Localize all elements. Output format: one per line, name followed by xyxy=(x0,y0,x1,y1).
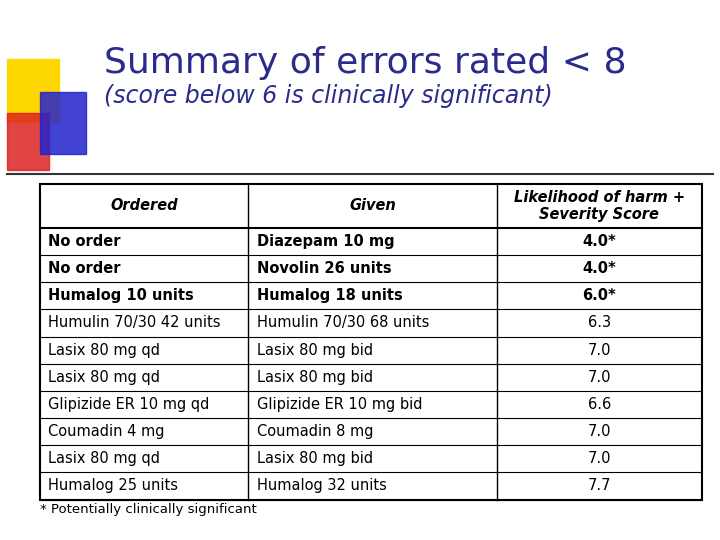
Text: Glipizide ER 10 mg qd: Glipizide ER 10 mg qd xyxy=(48,397,210,412)
Text: Coumadin 4 mg: Coumadin 4 mg xyxy=(48,424,165,439)
Text: 6.0*: 6.0* xyxy=(582,288,616,303)
Text: Humalog 32 units: Humalog 32 units xyxy=(257,478,387,494)
Text: 7.0: 7.0 xyxy=(588,424,611,439)
Text: * Potentially clinically significant: * Potentially clinically significant xyxy=(40,503,256,516)
Text: Humalog 25 units: Humalog 25 units xyxy=(48,478,179,494)
Text: 6.6: 6.6 xyxy=(588,397,611,412)
Bar xyxy=(40,184,702,500)
Text: Given: Given xyxy=(349,198,396,213)
Text: 7.7: 7.7 xyxy=(588,478,611,494)
Text: Lasix 80 mg bid: Lasix 80 mg bid xyxy=(257,451,373,466)
Text: Humulin 70/30 68 units: Humulin 70/30 68 units xyxy=(257,315,429,330)
Text: Novolin 26 units: Novolin 26 units xyxy=(257,261,392,276)
Bar xyxy=(40,92,86,154)
Text: 7.0: 7.0 xyxy=(588,342,611,357)
Bar xyxy=(7,113,49,170)
Text: No order: No order xyxy=(48,261,121,276)
Text: Lasix 80 mg qd: Lasix 80 mg qd xyxy=(48,370,161,385)
Text: (score below 6 is clinically significant): (score below 6 is clinically significant… xyxy=(104,84,553,107)
Text: Ordered: Ordered xyxy=(110,198,178,213)
Text: 7.0: 7.0 xyxy=(588,451,611,466)
Text: Lasix 80 mg bid: Lasix 80 mg bid xyxy=(257,370,373,385)
Text: No order: No order xyxy=(48,234,121,249)
Text: Diazepam 10 mg: Diazepam 10 mg xyxy=(257,234,395,249)
Text: Humulin 70/30 42 units: Humulin 70/30 42 units xyxy=(48,315,221,330)
Bar xyxy=(7,59,59,122)
Text: Summary of errors rated < 8: Summary of errors rated < 8 xyxy=(104,46,627,80)
Text: Humalog 10 units: Humalog 10 units xyxy=(48,288,194,303)
Text: Glipizide ER 10 mg bid: Glipizide ER 10 mg bid xyxy=(257,397,423,412)
Text: Likelihood of harm +
Severity Score: Likelihood of harm + Severity Score xyxy=(514,190,685,222)
Text: 6.3: 6.3 xyxy=(588,315,611,330)
Text: Humalog 18 units: Humalog 18 units xyxy=(257,288,402,303)
Text: Lasix 80 mg qd: Lasix 80 mg qd xyxy=(48,451,161,466)
Text: 7.0: 7.0 xyxy=(588,370,611,385)
Text: 4.0*: 4.0* xyxy=(582,261,616,276)
Text: Lasix 80 mg qd: Lasix 80 mg qd xyxy=(48,342,161,357)
Text: Lasix 80 mg bid: Lasix 80 mg bid xyxy=(257,342,373,357)
Text: Coumadin 8 mg: Coumadin 8 mg xyxy=(257,424,374,439)
Text: 4.0*: 4.0* xyxy=(582,234,616,249)
